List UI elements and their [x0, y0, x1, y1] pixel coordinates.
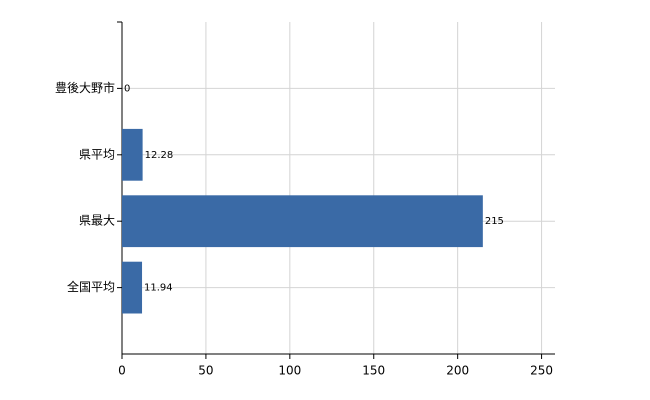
- x-tick-label: 100: [278, 364, 301, 378]
- bar: [122, 261, 143, 314]
- value-label: 12.28: [145, 150, 174, 161]
- bar: [122, 195, 483, 248]
- y-tick-label: 豊後大野市: [55, 80, 115, 95]
- x-tick-label: 200: [446, 364, 469, 378]
- x-tick-label: 150: [362, 364, 385, 378]
- bar: [122, 128, 143, 181]
- value-label: 215: [485, 216, 504, 227]
- value-label: 0: [124, 83, 130, 94]
- y-tick-label: 県最大: [79, 214, 115, 228]
- value-label: 11.94: [144, 283, 173, 294]
- y-tick-label: 全国平均: [67, 279, 115, 294]
- x-tick-label: 250: [530, 364, 553, 378]
- y-tick-label: 県平均: [79, 147, 115, 161]
- x-tick-label: 0: [118, 364, 126, 378]
- x-tick-label: 50: [198, 364, 213, 378]
